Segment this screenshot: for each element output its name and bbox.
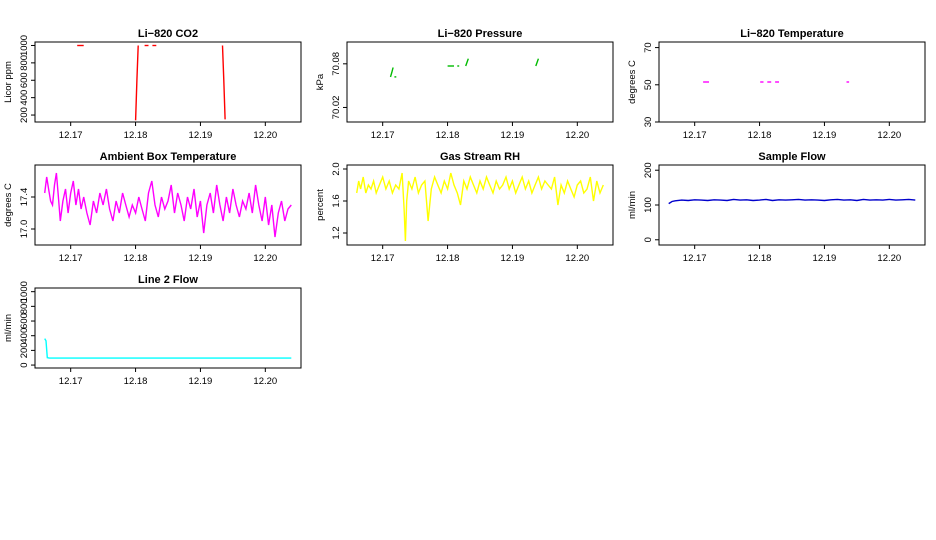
- plot-frame: [346, 41, 614, 123]
- chart-panel: Li−820 CO2 Licor ppm 12.17 12.18 12.19 12.20 2…: [3, 28, 302, 141]
- y-axis-label: ml/min: [3, 314, 14, 342]
- chart-title: Li−820 CO2: [138, 28, 198, 40]
- x-tick-label: 12.17: [683, 253, 707, 264]
- chart-panel: Line 2 Flow ml/min 12.17 12.18 12.19 12.20 0 20…: [3, 274, 302, 387]
- x-tick-label: 12.20: [565, 253, 589, 264]
- y-axis-label: degrees C: [627, 60, 638, 104]
- y-tick-label: 17.4: [19, 188, 30, 207]
- x-tick-label: 12.19: [813, 130, 837, 141]
- plot-frame: [34, 164, 302, 246]
- y-axis-label: ml/min: [627, 191, 638, 219]
- plot-frame: [658, 164, 926, 246]
- x-tick-label: 12.17: [371, 253, 395, 264]
- series-line: [44, 172, 292, 238]
- y-tick-label: 1000: [19, 281, 30, 302]
- y-tick-label: 1.2: [331, 226, 342, 239]
- x-tick-label: 12.20: [253, 253, 277, 264]
- y-tick-label: 70.08: [331, 52, 342, 76]
- y-tick-label: 30: [643, 117, 654, 128]
- x-tick-label: 12.18: [748, 253, 772, 264]
- chart-panel: Gas Stream RH percent 12.17 12.18 12.19 12.20…: [315, 151, 614, 264]
- x-tick-label: 12.17: [59, 253, 83, 264]
- plot-frame: [34, 41, 302, 123]
- x-tick-label: 12.19: [189, 130, 213, 141]
- x-tick-label: 12.18: [124, 130, 148, 141]
- plot-frame: [346, 164, 614, 246]
- x-tick-label: 12.17: [683, 130, 707, 141]
- y-tick-label: 70: [643, 42, 654, 53]
- x-tick-label: 12.19: [501, 130, 525, 141]
- chart-title: Line 2 Flow: [138, 274, 198, 286]
- y-tick-label: 800: [19, 55, 30, 71]
- chart-title: Ambient Box Temperature: [100, 151, 237, 163]
- x-tick-label: 12.18: [124, 253, 148, 264]
- series-line: [668, 198, 916, 205]
- y-tick-label: 1.6: [331, 194, 342, 207]
- chart-panel: Ambient Box Temperature degrees C 12.17 12.…: [3, 151, 302, 264]
- y-axis-label: degrees C: [3, 183, 14, 227]
- x-tick-label: 12.19: [189, 253, 213, 264]
- x-tick-label: 12.17: [371, 130, 395, 141]
- y-tick-label: 200: [19, 107, 30, 123]
- series-line: [134, 45, 139, 121]
- series-line: [356, 172, 604, 242]
- x-tick-label: 12.20: [253, 376, 277, 387]
- series-line: [44, 338, 292, 359]
- y-tick-label: 600: [19, 313, 30, 329]
- y-tick-label: 400: [19, 90, 30, 106]
- x-tick-label: 12.18: [436, 253, 460, 264]
- y-tick-label: 200: [643, 162, 654, 178]
- x-tick-label: 12.19: [501, 253, 525, 264]
- y-axis-label: percent: [315, 189, 326, 221]
- chart-panel: Li−820 Temperature degrees C 12.17 12.18 12.…: [627, 28, 926, 141]
- x-tick-label: 12.18: [436, 130, 460, 141]
- x-tick-label: 12.20: [565, 130, 589, 141]
- series-line: [389, 67, 394, 78]
- x-tick-label: 12.18: [748, 130, 772, 141]
- y-tick-label: 200: [19, 342, 30, 358]
- y-tick-label: 1000: [19, 35, 30, 56]
- x-tick-label: 12.19: [813, 253, 837, 264]
- y-tick-label: 2.0: [331, 162, 342, 175]
- x-tick-label: 12.18: [124, 376, 148, 387]
- y-tick-label: 100: [643, 197, 654, 213]
- plot-frame: [658, 41, 926, 123]
- chart-panel: Sample Flow ml/min 12.17 12.18 12.19 12.20 0 10…: [627, 151, 926, 264]
- chart-title: Sample Flow: [758, 151, 826, 163]
- y-tick-label: 70.02: [331, 96, 342, 120]
- chart-panel: Li−820 Pressure kPa 12.17 12.18 12.19 12.20 70…: [315, 28, 614, 141]
- chart-title: Gas Stream RH: [440, 151, 520, 163]
- series-line: [535, 58, 540, 67]
- chart-title: Li−820 Pressure: [438, 28, 523, 40]
- y-tick-label: 17.0: [19, 220, 30, 239]
- y-tick-label: 800: [19, 298, 30, 314]
- chart-title: Li−820 Temperature: [740, 28, 843, 40]
- y-axis-label: kPa: [315, 73, 326, 90]
- y-tick-label: 400: [19, 328, 30, 344]
- x-tick-label: 12.20: [877, 130, 901, 141]
- y-tick-label: 0: [643, 237, 654, 242]
- y-tick-label: 600: [19, 72, 30, 88]
- y-axis-label: Licor ppm: [3, 61, 14, 103]
- x-tick-label: 12.17: [59, 376, 83, 387]
- series-line: [465, 58, 469, 67]
- y-tick-label: 0: [19, 362, 30, 367]
- x-tick-label: 12.19: [189, 376, 213, 387]
- plot-frame: [34, 287, 302, 369]
- x-tick-label: 12.20: [877, 253, 901, 264]
- y-tick-label: 50: [643, 80, 654, 91]
- series-line: [221, 45, 226, 120]
- x-tick-label: 12.17: [59, 130, 83, 141]
- x-tick-label: 12.20: [253, 130, 277, 141]
